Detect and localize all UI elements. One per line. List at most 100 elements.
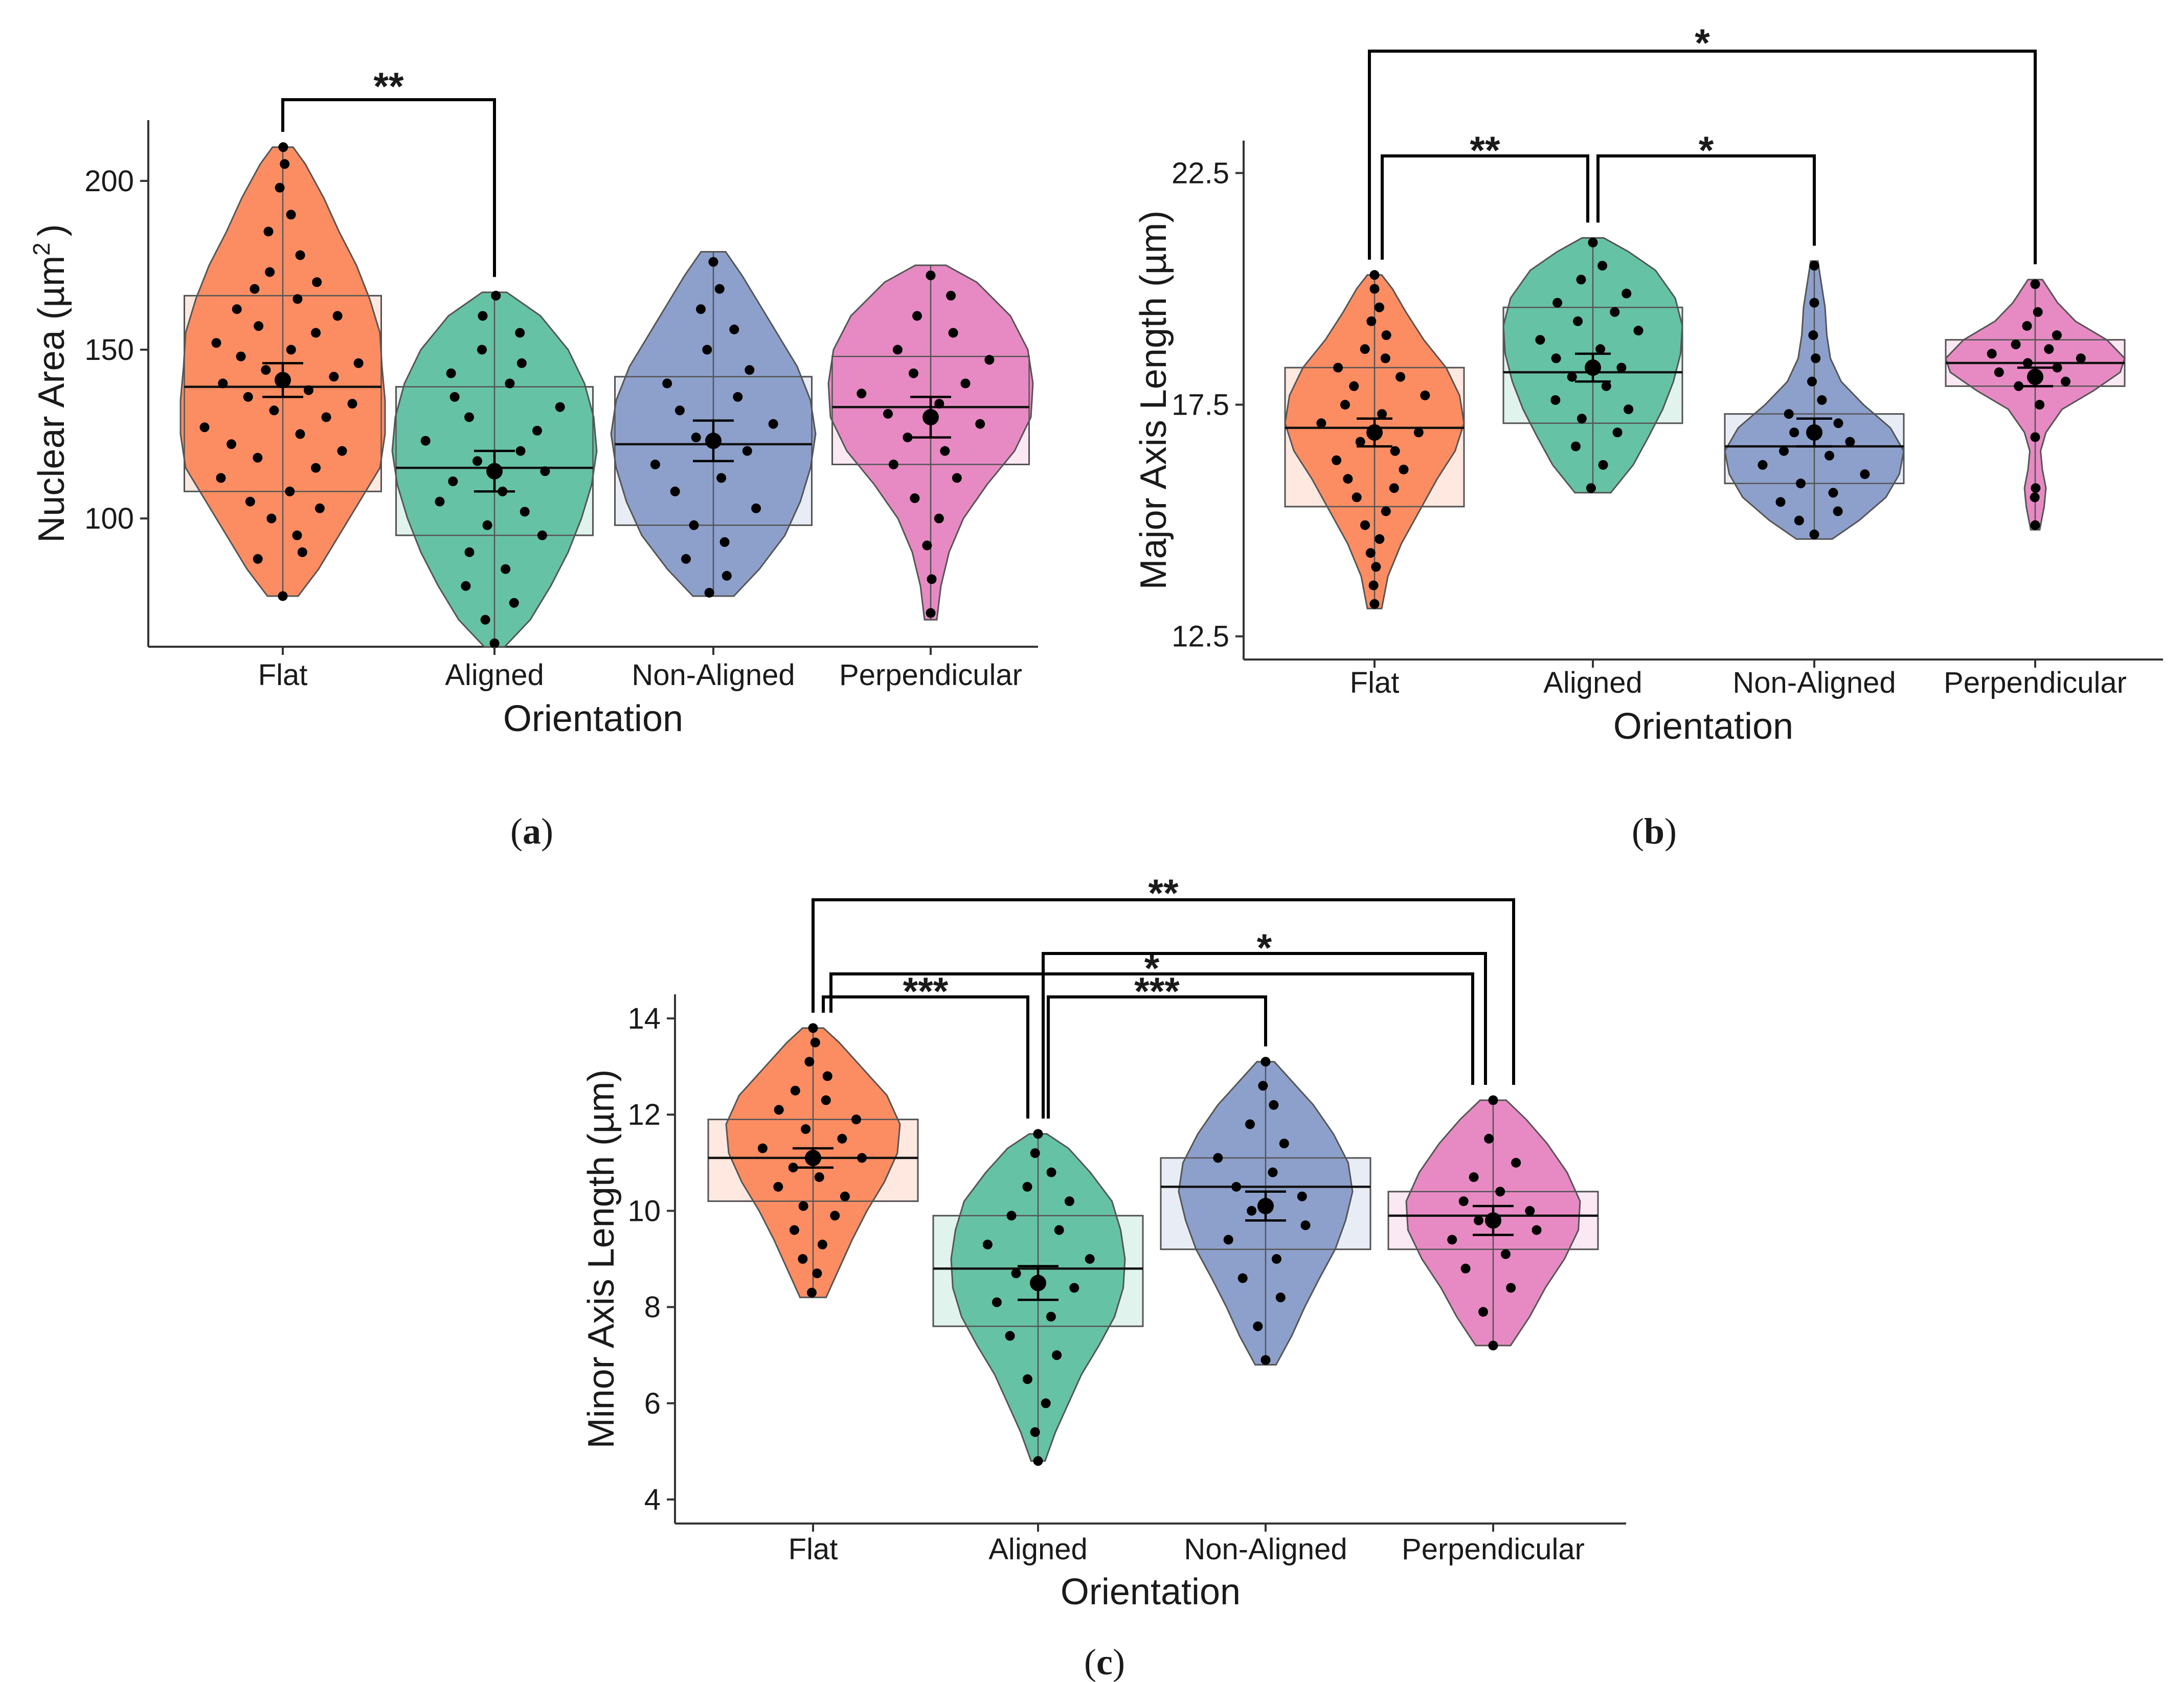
panel-label: (a): [510, 811, 553, 852]
data-point: [903, 433, 913, 443]
panel-c: 4 6 8 10 12 14 Flat Aligned Non-Aligned Perpendic…: [581, 872, 1626, 1612]
x-tick-label: Aligned: [988, 1533, 1087, 1566]
data-point: [1371, 562, 1381, 572]
data-point: [1022, 1374, 1032, 1384]
data-point: [1369, 284, 1380, 294]
y-axis-title: Major Axis Length (µm): [1133, 211, 1174, 590]
data-point: [337, 446, 347, 456]
data-point: [851, 1115, 861, 1125]
data-point: [960, 378, 971, 389]
data-point: [1030, 1148, 1040, 1158]
data-point: [1571, 441, 1581, 451]
data-point: [1275, 1292, 1286, 1303]
data-point: [286, 345, 296, 355]
significance-stars: ***: [903, 970, 949, 1013]
data-point: [2061, 376, 2070, 387]
panel-a: 100 150 200 Flat Aligned Non-Aligned Perpendic…: [28, 65, 1038, 739]
data-point: [1271, 1254, 1281, 1264]
y-tick-label: 12: [627, 1098, 661, 1131]
bracket-line: [1368, 50, 2037, 264]
panel-label-open: (: [1632, 811, 1644, 852]
data-point: [516, 358, 527, 368]
data-point: [1495, 1187, 1505, 1197]
data-point: [1586, 483, 1596, 493]
x-tick-label: Non-Aligned: [632, 658, 795, 692]
data-point: [704, 587, 714, 598]
data-point: [532, 425, 542, 436]
data-point: [1245, 1119, 1255, 1129]
data-point: [1011, 1268, 1021, 1279]
data-point: [555, 402, 565, 412]
data-point: [449, 392, 460, 402]
data-point: [1380, 353, 1390, 363]
data-point: [768, 419, 778, 429]
significance-bracket: *: [1042, 926, 1487, 1119]
data-point: [804, 1057, 815, 1067]
data-point: [464, 412, 474, 422]
mean-point: [2027, 369, 2043, 385]
y-tick-label: 6: [644, 1387, 661, 1420]
data-point: [696, 304, 706, 314]
data-point: [2052, 330, 2062, 340]
data-point: [321, 412, 331, 422]
x-tick-label: Aligned: [1543, 666, 1642, 699]
data-point: [1551, 353, 1561, 363]
data-point: [857, 1153, 867, 1163]
data-point: [2011, 339, 2021, 350]
group-non-aligned: [610, 251, 817, 598]
panel-label-close: ): [1113, 1642, 1125, 1682]
x-tick-label: Flat: [789, 1533, 838, 1566]
data-point: [883, 408, 893, 419]
data-point: [2022, 358, 2033, 368]
data-point: [1808, 330, 1818, 340]
group-flat: [1284, 270, 1465, 609]
data-point: [1789, 427, 1799, 438]
data-point: [295, 429, 305, 439]
data-point: [1369, 599, 1380, 609]
x-tick-label: Aligned: [445, 658, 544, 692]
data-point: [733, 392, 743, 402]
data-point: [292, 530, 302, 540]
panel-label-close: ): [1664, 811, 1677, 852]
panel-label-open: (: [1084, 1642, 1096, 1682]
data-point: [716, 473, 727, 483]
y-axis-title-superscript: 2: [28, 242, 55, 256]
significance-bracket: *: [1596, 129, 1816, 246]
data-point: [1247, 1206, 1257, 1216]
bracket-line: [1381, 154, 1589, 260]
data-point: [295, 250, 305, 260]
data-point: [1343, 474, 1353, 484]
data-point: [329, 372, 339, 382]
data-point: [266, 513, 277, 524]
data-point: [218, 378, 228, 389]
y-tick-label: 150: [84, 333, 134, 367]
data-point: [984, 355, 995, 365]
data-point: [491, 290, 501, 301]
significance-bracket: *: [1368, 21, 2037, 264]
data-point: [211, 338, 221, 348]
data-point: [448, 476, 458, 486]
x-tick-label: Perpendicular: [1402, 1533, 1585, 1566]
data-point: [975, 419, 985, 429]
y-tick-label: 4: [644, 1483, 661, 1516]
data-point: [926, 270, 936, 281]
data-point: [1069, 1283, 1079, 1293]
mean-point: [705, 433, 722, 449]
data-point: [1478, 1307, 1488, 1317]
data-point: [681, 554, 691, 564]
significance-stars: ***: [1134, 970, 1180, 1013]
data-point: [261, 365, 271, 375]
significance-bracket: ***: [822, 970, 1029, 1119]
data-point: [1395, 372, 1406, 382]
data-point: [1598, 460, 1608, 470]
data-point: [1041, 1398, 1051, 1408]
data-point: [1460, 1263, 1471, 1274]
data-point: [347, 399, 357, 409]
data-point: [810, 1037, 820, 1048]
group-aligned: [932, 1129, 1144, 1466]
data-point: [1279, 1139, 1289, 1149]
data-point: [285, 486, 295, 496]
data-point: [1375, 302, 1384, 312]
iqr-box-outline: [707, 1119, 919, 1202]
